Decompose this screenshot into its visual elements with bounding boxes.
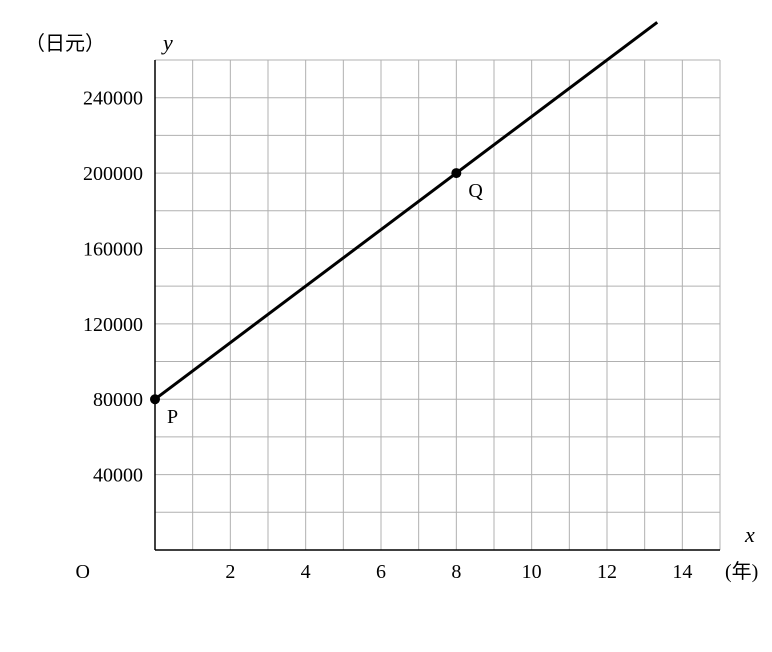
y-tick-label: 240000	[83, 88, 143, 110]
point-label-q: Q	[468, 180, 483, 202]
x-tick-label: 14	[672, 561, 692, 583]
x-axis-symbol: x	[744, 522, 755, 547]
data-point-q	[451, 168, 461, 178]
x-tick-label: 12	[597, 561, 617, 583]
x-tick-label: 6	[376, 561, 386, 583]
y-tick-label: 200000	[83, 163, 143, 185]
line-chart: P Q 2 4 6 8 10 12 14 40000 80000 120000 160000 200000…	[20, 20, 772, 627]
x-unit-label: (年)	[725, 560, 758, 583]
x-tick-label: 10	[522, 561, 542, 583]
y-tick-label: 120000	[83, 314, 143, 336]
y-tick-label: 160000	[83, 238, 143, 260]
y-tick-label: 40000	[93, 465, 143, 487]
y-unit-label: （日元）	[25, 32, 105, 55]
chart-svg: P Q 2 4 6 8 10 12 14 40000 80000 120000 160000 200000…	[20, 20, 772, 627]
y-axis-symbol: y	[161, 30, 173, 55]
origin-label: O	[76, 561, 90, 583]
point-label-p: P	[167, 406, 178, 428]
x-tick-label: 8	[451, 561, 461, 583]
x-tick-label: 4	[301, 561, 311, 583]
y-tick-label: 80000	[93, 389, 143, 411]
x-tick-label: 2	[225, 561, 235, 583]
data-point-p	[150, 394, 160, 404]
